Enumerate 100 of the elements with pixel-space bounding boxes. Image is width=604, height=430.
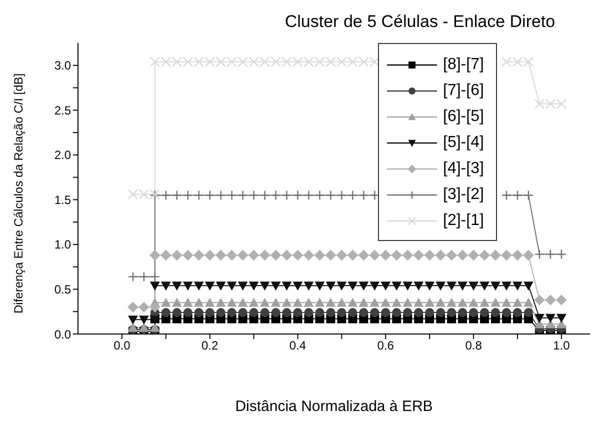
point — [205, 308, 214, 318]
point — [556, 314, 566, 323]
point — [260, 190, 270, 200]
point — [238, 282, 248, 291]
point — [358, 282, 369, 291]
point — [226, 250, 238, 261]
point — [160, 282, 171, 291]
point — [128, 302, 138, 313]
point — [424, 298, 435, 307]
point — [304, 308, 314, 318]
point — [348, 282, 358, 291]
point — [392, 298, 402, 307]
point — [458, 298, 468, 307]
point — [490, 298, 500, 307]
legend-label: [6]-[5] — [443, 108, 484, 126]
point — [215, 250, 226, 261]
point — [138, 302, 150, 313]
point — [160, 298, 171, 307]
point — [204, 190, 215, 200]
point — [150, 302, 160, 313]
point — [490, 282, 500, 291]
x-axis-title: Distância Normalizada à ERB — [234, 398, 434, 415]
point — [402, 250, 414, 261]
point — [501, 190, 512, 200]
point — [392, 282, 402, 291]
point — [414, 282, 424, 291]
point — [248, 298, 259, 307]
point — [501, 250, 512, 261]
point — [293, 308, 302, 318]
point — [556, 249, 567, 260]
legend-label: [4]-[3] — [443, 160, 484, 178]
point — [414, 298, 424, 307]
point — [194, 190, 204, 200]
point — [545, 314, 556, 323]
x-tick-label: 0.6 — [377, 338, 394, 353]
point — [369, 250, 380, 261]
point — [128, 272, 138, 282]
point — [556, 294, 567, 306]
point — [403, 308, 412, 318]
point — [260, 282, 270, 291]
point — [270, 298, 281, 307]
point — [468, 282, 478, 291]
point — [303, 250, 314, 261]
point — [194, 308, 204, 318]
point — [282, 298, 292, 307]
point — [413, 250, 424, 261]
point — [502, 282, 512, 291]
point — [304, 282, 314, 291]
point — [370, 298, 380, 307]
point — [237, 250, 248, 261]
point — [436, 298, 446, 307]
point — [304, 190, 314, 200]
y-tick-label: 3.0 — [54, 58, 72, 73]
point — [150, 282, 160, 291]
point — [446, 250, 457, 261]
point — [358, 250, 370, 261]
point — [370, 308, 380, 318]
point — [512, 298, 522, 307]
point — [435, 250, 446, 261]
point — [182, 190, 193, 200]
point — [314, 282, 325, 291]
point — [534, 314, 544, 323]
point — [524, 282, 534, 291]
point — [248, 190, 259, 200]
y-tick-label: 0.0 — [54, 327, 72, 342]
point — [259, 250, 270, 261]
legend-label: [7]-[6] — [443, 82, 484, 100]
point — [249, 308, 258, 318]
point — [336, 190, 347, 200]
point — [216, 282, 226, 291]
point — [524, 308, 533, 318]
point — [282, 282, 292, 291]
point — [238, 298, 248, 307]
point — [391, 250, 402, 261]
point — [172, 282, 182, 291]
point — [193, 250, 204, 261]
point — [292, 282, 303, 291]
point — [160, 190, 171, 200]
point — [260, 298, 270, 307]
point — [424, 250, 435, 261]
y-tick-label: 2.5 — [54, 103, 72, 118]
x-tick-label: 0.8 — [465, 338, 482, 353]
point — [502, 308, 511, 318]
point — [325, 250, 336, 261]
point — [336, 298, 347, 307]
point — [160, 250, 172, 261]
point — [502, 298, 512, 307]
point — [545, 294, 556, 306]
point — [523, 250, 534, 261]
point — [380, 250, 392, 261]
y-tick-label: 1.5 — [54, 192, 72, 207]
point — [270, 282, 281, 291]
point — [282, 190, 292, 200]
point — [315, 308, 324, 318]
point — [270, 190, 281, 200]
point — [446, 298, 457, 307]
legend-label: [5]-[4] — [443, 134, 484, 152]
legend-label: [3]-[2] — [443, 186, 484, 204]
point — [414, 308, 424, 318]
point — [512, 190, 523, 200]
